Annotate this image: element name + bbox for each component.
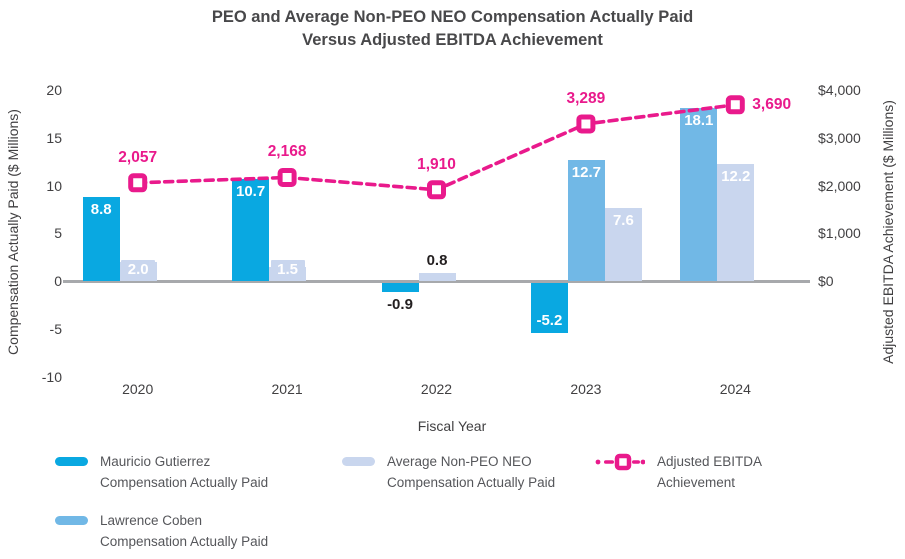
legend-label-line: Mauricio Gutierrez: [100, 454, 211, 469]
y-tick-label-left: 20: [46, 82, 62, 98]
y-tick-label-left: 10: [46, 177, 62, 194]
bar-value-label: 1.5: [270, 260, 305, 280]
ebitda-marker: [725, 95, 745, 115]
legend-label-line: Adjusted EBITDA: [657, 454, 763, 469]
bar-value-label: 0.8: [426, 252, 448, 270]
ebitda-line: [135, 103, 738, 192]
legend-label-line: Achievement: [657, 474, 736, 490]
legend-item-gutierrez: Mauricio Gutierrez Compensation Actually…: [55, 452, 268, 493]
legend-label-coben: Lawrence Coben Compensation Actually Pai…: [100, 511, 268, 552]
bar-value-label: 18.1: [684, 112, 714, 130]
dashed-line-square-marker-icon: [595, 453, 645, 471]
y-tick-label-left: -10: [41, 368, 62, 385]
bar-value-label: -0.9: [387, 295, 413, 313]
y-tick-label-right: $2,000: [818, 177, 861, 194]
legend-label-line: Average Non-PEO NEO: [387, 454, 532, 469]
ebitda-marker: [277, 167, 297, 187]
legend-item-avg-non-peo: Average Non-PEO NEO Compensation Actuall…: [342, 452, 555, 493]
bar-value-label: 12.2: [721, 168, 751, 186]
bar-value-label: 7.6: [612, 212, 634, 230]
legend-swatch-gutierrez: [55, 457, 88, 466]
ebitda-value-label: 2,168: [267, 143, 307, 161]
bar-value-label: -5.2: [536, 311, 563, 329]
bar-2023: [604, 208, 642, 281]
bar-2022: [418, 273, 456, 281]
bar-2020: [82, 196, 120, 281]
bar-2022: [381, 283, 419, 292]
ebitda-marker: [427, 180, 446, 200]
bar-value-label: 10.7: [235, 182, 266, 200]
legend-label-line: Compensation Actually Paid: [100, 533, 269, 549]
ebitda-value-label: 3,690: [752, 95, 792, 113]
legend-label-ebitda: Adjusted EBITDA Achievement: [657, 452, 762, 493]
x-tick-label: 2023: [570, 381, 602, 397]
legend-label-line: Lawrence Coben: [100, 513, 203, 528]
chart-title-line1: PEO and Average Non-PEO NEO Compensation…: [211, 8, 694, 26]
y-tick-label-left: 15: [46, 129, 62, 146]
y-tick-label-left: 5: [54, 225, 62, 242]
bar-2021: [232, 178, 270, 281]
x-tick-label: 2022: [420, 381, 453, 397]
x-tick-label: 2024: [719, 381, 751, 397]
bar-value-label: 8.8: [90, 200, 112, 218]
legend-label-avg-non-peo: Average Non-PEO NEO Compensation Actuall…: [387, 452, 555, 493]
y-tick-label-right: $1,000: [818, 225, 861, 242]
legend-label-line: Compensation Actually Paid: [100, 474, 269, 490]
y-tick-label-right: $4,000: [818, 82, 861, 98]
legend-swatch-coben: [55, 516, 88, 525]
bar-2024: [680, 108, 718, 281]
bar-value-label: 2.0: [121, 260, 156, 280]
y-tick-label-left: -5: [49, 320, 62, 337]
chart-title-line2: Versus Adjusted EBITDA Achievement: [302, 31, 603, 49]
zero-axis-line: [63, 280, 810, 283]
x-tick-label: 2021: [271, 381, 303, 397]
legend-item-coben: Lawrence Coben Compensation Actually Pai…: [55, 511, 268, 552]
ebitda-value-label: 1,910: [417, 155, 456, 173]
y-tick-label-left: 0: [54, 273, 62, 289]
legend-label-gutierrez: Mauricio Gutierrez Compensation Actually…: [100, 452, 268, 493]
y-tick-label-right: $0: [818, 273, 834, 289]
bar-2023: [530, 283, 568, 333]
legend-label-line: Compensation Actually Paid: [387, 474, 556, 490]
bar-value-label: 12.7: [571, 163, 601, 181]
chart-title: PEO and Average Non-PEO NEO Compensation…: [0, 6, 905, 52]
x-tick-label: 2020: [122, 381, 154, 397]
ebitda-value-label: 2,057: [118, 148, 158, 166]
ebitda-value-label: 3,289: [566, 89, 606, 107]
y-tick-label-right: $3,000: [818, 129, 861, 146]
legend-item-ebitda: Adjusted EBITDA Achievement: [595, 452, 762, 493]
x-axis-title: Fiscal Year: [417, 418, 487, 434]
ebitda-marker: [576, 114, 596, 134]
legend-swatch-avg-non-peo: [342, 457, 375, 466]
ebitda-marker: [128, 173, 148, 193]
